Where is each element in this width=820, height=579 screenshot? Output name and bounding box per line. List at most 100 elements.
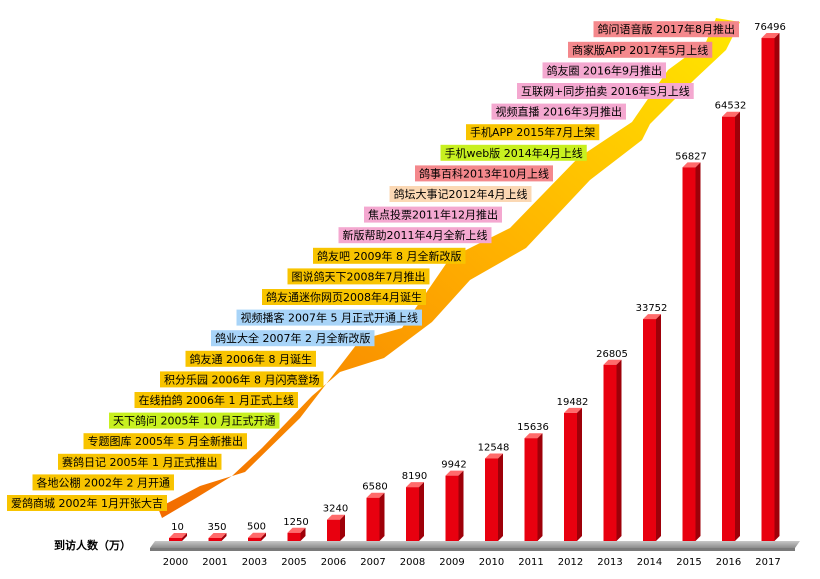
bar-front [248,537,261,541]
bar-side [616,359,622,541]
bar-side [577,407,582,541]
tick-label-2016: 2016 [716,557,741,568]
bar-side [379,492,385,541]
value-label-2008: 8190 [402,471,427,482]
tick-label-2000: 2000 [163,557,188,568]
bar-side [695,162,701,541]
value-label-2006: 3240 [323,504,348,515]
bar-front [406,487,419,541]
milestone-label: 鸽友圈 2016年9月推出 [542,62,666,79]
milestone-label: 焦点投票2011年12月推出 [364,206,502,223]
value-label-2011: 15636 [517,422,549,433]
bar-2005 [287,527,306,541]
bar-side [300,527,306,541]
milestone-label: 鸽坛大事记2012年4月上线 [389,186,532,202]
bar-2014 [643,314,661,541]
bar-top [208,533,227,538]
bar-2016 [722,111,740,542]
tick-label-2010: 2010 [479,557,504,568]
milestone-bg [542,62,666,79]
milestone-label: 鸽友通 2006年 8 月诞生 [185,350,316,367]
milestone-bg [568,41,713,58]
bar-side [182,533,187,541]
bar-front [524,438,538,541]
milestone-text: 手机APP 2015年7月上架 [470,125,595,139]
tick-label-2007: 2007 [360,557,385,568]
milestone-label: 新版帮助2011年4月全新上线 [338,227,492,244]
milestone-label: 爱鸽商城 2002年 1月开张大吉 [7,495,167,511]
bar-front [485,458,498,541]
bar-2017 [761,33,780,542]
bar-side [221,533,227,541]
bar-side [261,532,266,541]
tick-label-2011: 2011 [518,557,543,568]
bar-top [248,532,266,538]
milestone-bg [211,330,375,347]
milestone-bg [134,392,298,408]
bar-top [564,407,582,413]
bar-top [327,514,345,520]
milestone-text: 鸽友圈 2016年9月推出 [547,63,663,77]
bar-top [643,314,661,320]
bar-side [735,111,740,542]
milestone-label: 积分乐园 2006年 8 月闪亮登场 [160,371,324,388]
milestone-bg [593,21,739,38]
chart-floor [150,541,800,548]
bar-2015 [682,162,701,541]
growth-arrow [158,18,740,518]
tick-label-2009: 2009 [439,557,464,568]
bar-top [722,111,740,117]
milestone-text: 赛鸽日记 2005年 1 月正式推出 [62,455,217,469]
milestone-bg [389,186,532,202]
bar-front [327,519,340,541]
milestone-text: 焦点投票2011年12月推出 [368,208,498,222]
tick-label-2006: 2006 [321,557,346,568]
milestone-bg [58,453,222,470]
value-label-2014: 33752 [636,303,668,314]
value-label-2010: 12548 [478,442,510,453]
tick-label-2015: 2015 [676,557,701,568]
milestone-bg [466,124,600,141]
milestone-label: 手机APP 2015年7月上架 [466,124,600,141]
milestone-text: 互联网+同步拍卖 2016年5月上线 [521,84,690,98]
bar-2009 [445,470,464,541]
milestone-bg [287,268,430,285]
bar-front [603,364,617,541]
bar-top [366,492,385,498]
milestone-label: 手机web版 2014年4月上线 [440,144,587,161]
milestone-bg [185,350,316,367]
value-label-2017: 76496 [754,22,786,33]
bar-front [366,497,380,541]
milestone-label: 视频直播 2016年3月推出 [491,103,626,120]
milestone-bg [364,206,502,223]
milestone-bg [7,495,167,511]
milestone-text: 天下鸽问 2005年 10 月正式开通 [113,414,275,428]
chart-floor-edge [150,548,795,551]
bar-top [761,33,780,39]
milestone-bg [109,412,280,429]
value-label-2016: 64532 [715,101,747,112]
bar-front [682,167,696,541]
bar-2011 [524,433,543,541]
milestone-text: 鸽友通迷你网页2008年4月诞生 [266,290,422,304]
milestone-label: 互联网+同步拍卖 2016年5月上线 [517,83,694,99]
bar-2013 [603,359,622,541]
bar-top [682,162,701,168]
bar-side [537,433,543,541]
bar-2010 [485,453,503,541]
milestone-text: 鸽事百科2013年10月上线 [419,166,549,180]
bar-side [458,470,464,541]
milestone-bg [415,165,553,182]
value-label-2013: 26805 [596,349,628,360]
value-label-2005: 1250 [283,517,308,528]
bar-front [722,116,735,542]
milestone-text: 鸽友吧 2009年 8 月全新改版 [317,249,461,263]
bar-side [340,514,345,541]
bar-2003 [248,532,266,541]
milestone-text: 各地公棚 2002年 2 月开通 [37,475,170,489]
milestone-text: 爱鸽商城 2002年 1月开张大吉 [11,496,163,510]
bar-front [169,538,182,541]
milestone-bg [517,83,694,99]
